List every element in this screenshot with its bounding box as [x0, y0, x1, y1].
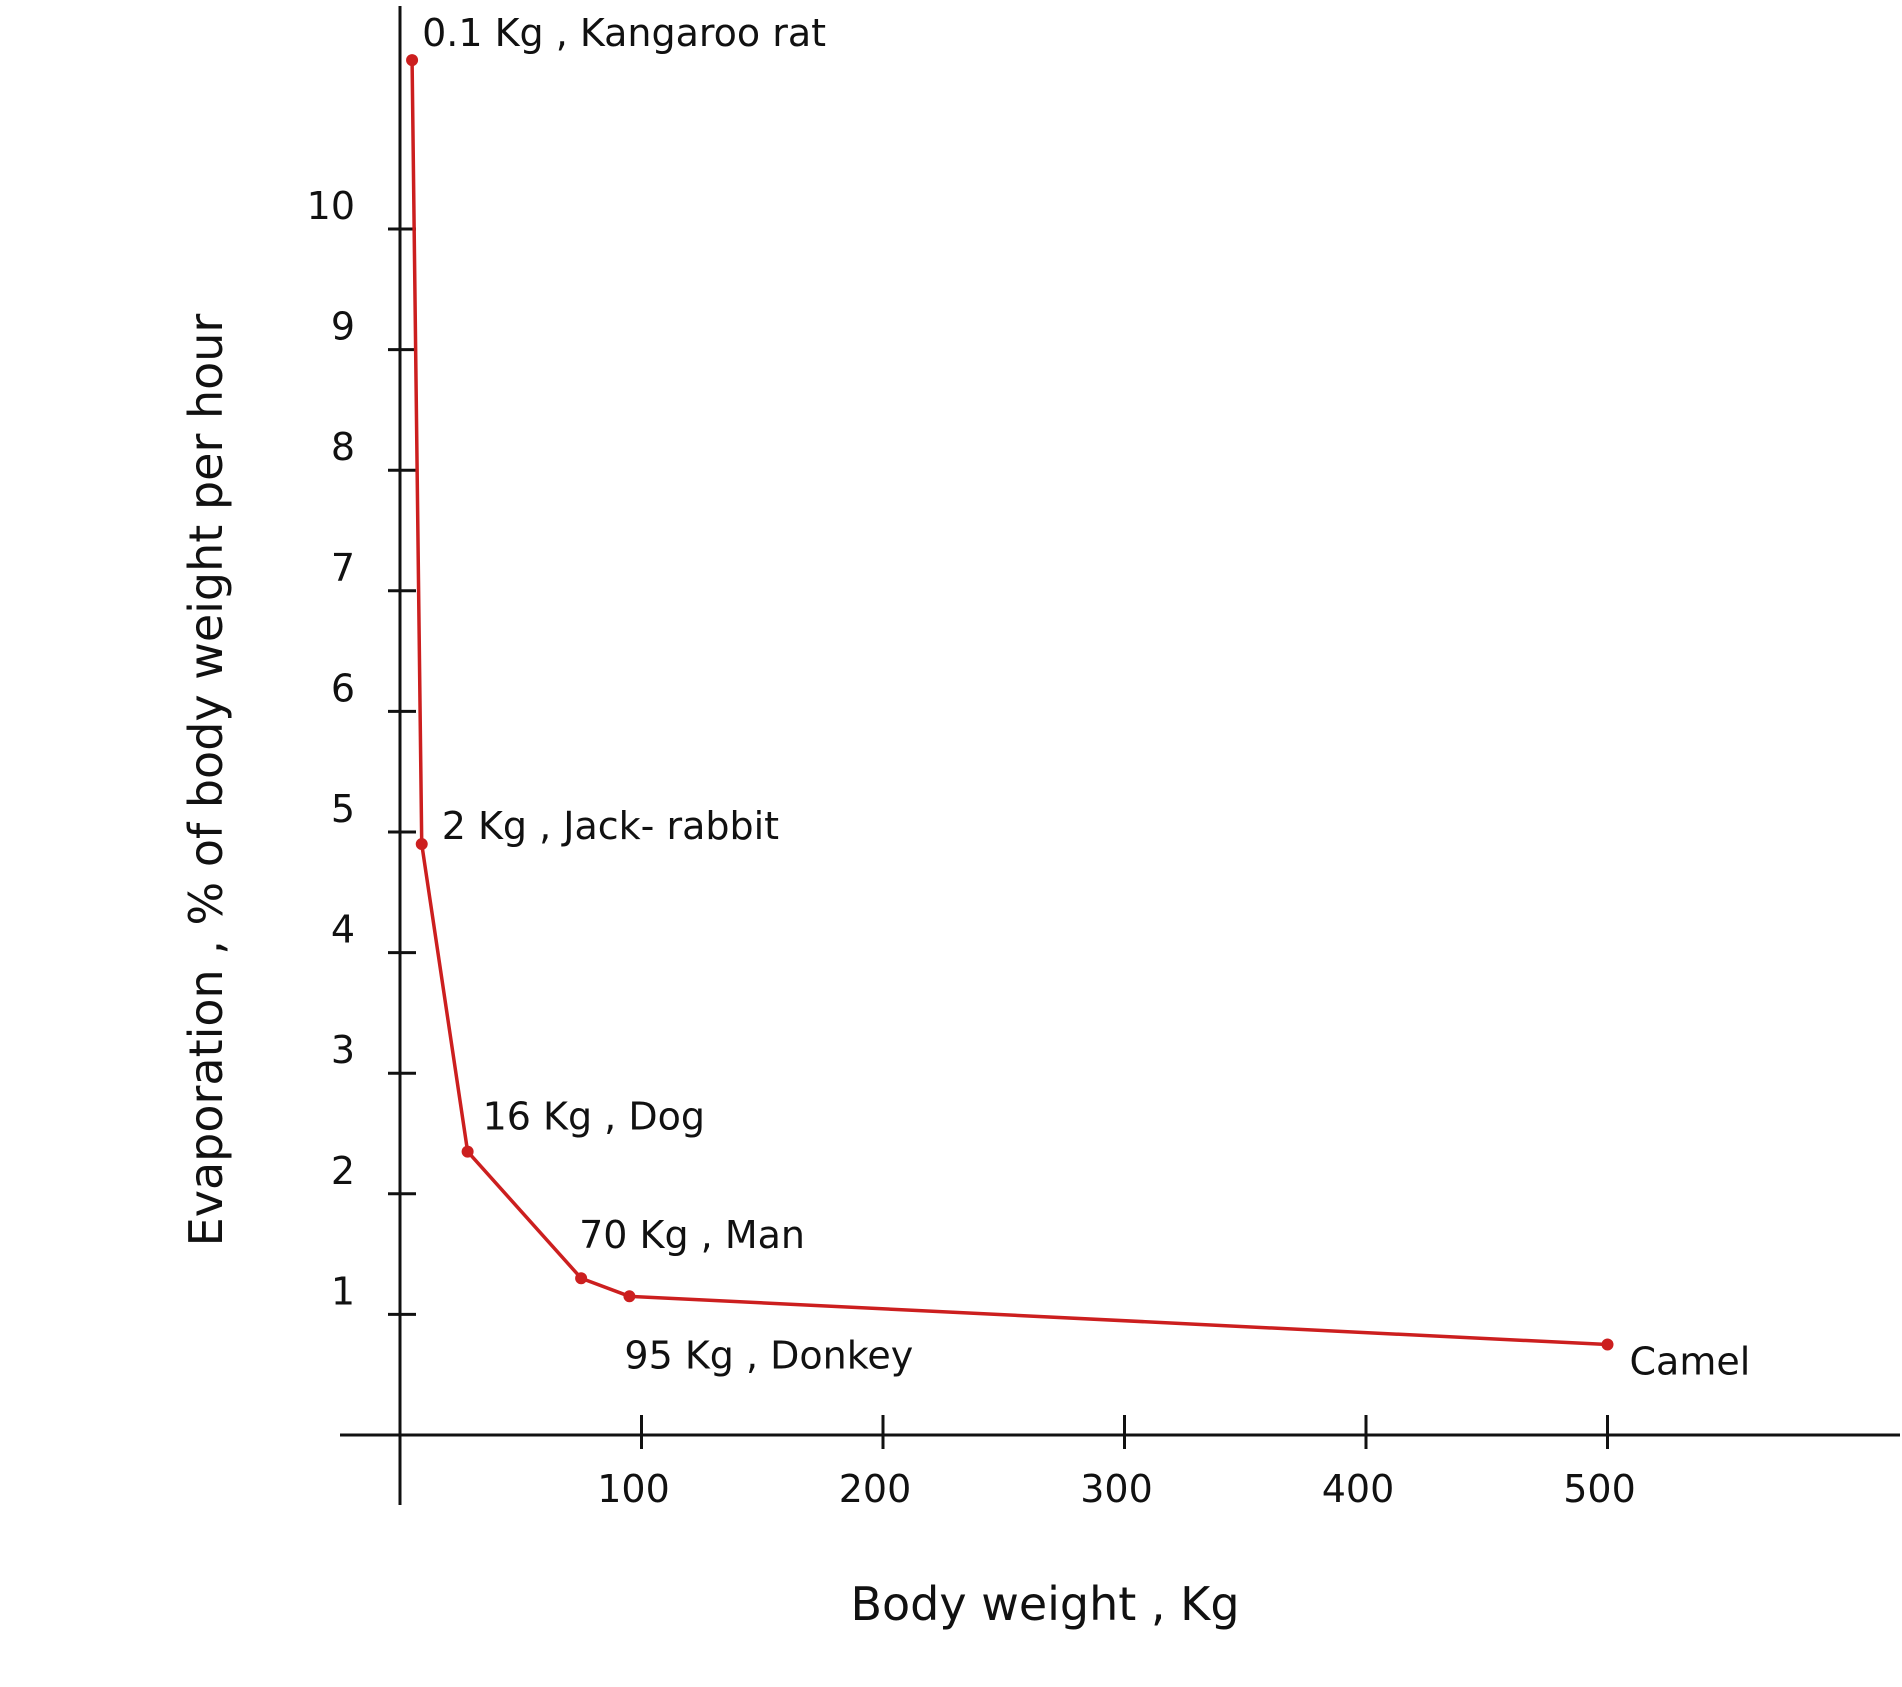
y-tick-label: 8: [331, 425, 355, 469]
data-point: [1601, 1338, 1614, 1351]
y-axis-title: Evaporation , % of body weight per hour: [179, 314, 233, 1247]
x-axis-title: Body weight , Kg: [850, 1577, 1239, 1631]
y-tick-label: 5: [331, 787, 355, 831]
data-point: [575, 1272, 588, 1285]
x-tick-label: 100: [597, 1467, 670, 1511]
x-ticks: 100 200 300 400 500: [597, 1415, 1636, 1511]
x-tick-label: 400: [1322, 1467, 1395, 1511]
y-tick-label: 7: [331, 546, 355, 590]
x-tick-label: 200: [839, 1467, 912, 1511]
x-tick-label: 300: [1080, 1467, 1153, 1511]
y-tick-label: 2: [331, 1149, 355, 1193]
data-point: [415, 838, 428, 851]
data-point: [461, 1145, 474, 1158]
point-label: Camel: [1630, 1340, 1751, 1384]
y-tick-label: 9: [331, 305, 355, 349]
data-point: [623, 1290, 636, 1303]
point-label: 0.1 Kg , Kangaroo rat: [422, 11, 826, 55]
point-label: 16 Kg , Dog: [483, 1095, 705, 1139]
y-tick-label: 3: [331, 1028, 355, 1072]
series-line: [410, 60, 1608, 1347]
x-tick-label: 500: [1563, 1467, 1636, 1511]
y-tick-label: 1: [331, 1269, 355, 1313]
point-label: 2 Kg , Jack- rabbit: [442, 804, 779, 848]
series-group: [406, 54, 1614, 1351]
data-point: [406, 54, 419, 67]
y-tick-label: 4: [331, 908, 355, 952]
axes: [340, 6, 1900, 1505]
y-tick-label: 6: [331, 666, 355, 710]
point-label: 70 Kg , Man: [579, 1213, 805, 1257]
point-labels: 0.1 Kg , Kangaroo rat 2 Kg , Jack- rabbit…: [422, 11, 1750, 1383]
y-ticks: 1 2 3 4 5 6 7 8 9 10: [307, 184, 416, 1316]
y-tick-label: 10: [307, 184, 355, 228]
point-label: 95 Kg , Donkey: [624, 1333, 913, 1377]
